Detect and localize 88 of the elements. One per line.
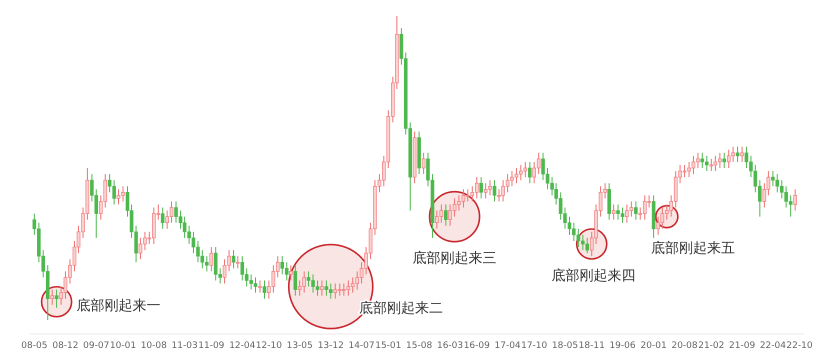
candlestick bbox=[240, 256, 244, 281]
candlestick bbox=[714, 155, 718, 172]
x-tick-label: 12-04 bbox=[229, 341, 256, 351]
candlestick bbox=[54, 289, 58, 308]
candlestick bbox=[294, 264, 298, 296]
candlestick bbox=[793, 188, 797, 212]
candlestick bbox=[612, 204, 616, 220]
candlestick bbox=[771, 170, 775, 187]
candlestick bbox=[479, 176, 483, 199]
candlestick bbox=[50, 289, 54, 306]
candlestick bbox=[470, 186, 474, 202]
candlestick bbox=[324, 280, 328, 296]
candlestick bbox=[474, 176, 479, 199]
x-tick-label: 10-08 bbox=[140, 341, 168, 351]
x-tick-label: 19-06 bbox=[609, 341, 636, 351]
candlestick bbox=[726, 149, 731, 168]
x-tick-label: 10-01 bbox=[110, 341, 136, 351]
annotation: 底部刚起来五 bbox=[650, 240, 735, 257]
candlestick bbox=[342, 283, 346, 296]
candlestick bbox=[422, 152, 426, 175]
x-tick-label: 20-08 bbox=[671, 341, 698, 351]
candlestick bbox=[634, 200, 638, 220]
x-tick-label: 22-04 bbox=[760, 341, 786, 351]
candlestick bbox=[232, 250, 236, 269]
candlestick bbox=[289, 264, 293, 281]
candlestick bbox=[528, 161, 532, 184]
x-tick-label: 14-07 bbox=[348, 341, 375, 351]
candlestick bbox=[284, 262, 289, 281]
candlestick bbox=[642, 194, 647, 220]
candlestick bbox=[788, 194, 792, 218]
candlestick bbox=[236, 256, 240, 269]
candlestick bbox=[700, 152, 704, 168]
candlestick bbox=[780, 180, 784, 199]
x-tick-label: 11-09 bbox=[198, 341, 225, 351]
x-tick-label: 13-05 bbox=[286, 341, 313, 351]
candlestick bbox=[320, 280, 324, 296]
candlestick bbox=[466, 188, 470, 202]
candlestick bbox=[333, 283, 338, 300]
x-tick-label: 21-02 bbox=[698, 341, 724, 351]
x-tick-label: 12-10 bbox=[256, 341, 282, 351]
candlestick bbox=[112, 180, 116, 205]
x-tick-label: 16-09 bbox=[464, 341, 490, 351]
candlestick bbox=[210, 246, 214, 272]
candlestick bbox=[280, 256, 284, 275]
annotation: 底部刚起来三 bbox=[412, 250, 497, 267]
candlestick bbox=[488, 180, 492, 196]
x-tick-label: 21-09 bbox=[729, 341, 756, 351]
x-tick-label: 09-07 bbox=[83, 341, 110, 351]
candlestick bbox=[736, 146, 740, 162]
x-tick-label: 17-10 bbox=[521, 341, 548, 351]
x-tick-label: 18-05 bbox=[552, 341, 578, 351]
candlestick bbox=[656, 216, 660, 236]
candlestick bbox=[585, 237, 590, 254]
candlestick bbox=[328, 283, 333, 300]
x-tick-label: 08-12 bbox=[52, 341, 79, 351]
x-tick-label: 17-04 bbox=[494, 341, 521, 351]
candlestick bbox=[160, 207, 164, 230]
x-tick-label: 15-08 bbox=[406, 341, 432, 351]
x-tick-label: 15-01 bbox=[375, 341, 402, 351]
x-tick-label: 16-03 bbox=[436, 341, 464, 351]
x-tick-label: 13-12 bbox=[318, 341, 344, 351]
candlestick bbox=[731, 146, 735, 162]
candlestick bbox=[254, 276, 258, 294]
x-tick-label: 08-05 bbox=[21, 341, 48, 351]
candlestick bbox=[444, 204, 448, 226]
candlestick bbox=[536, 152, 540, 175]
x-tick-label: 20-01 bbox=[640, 341, 667, 351]
candlestick bbox=[710, 158, 714, 172]
candlestick bbox=[492, 180, 496, 202]
annotation: 底部刚起来一 bbox=[76, 298, 161, 314]
candlestick bbox=[170, 200, 174, 224]
x-tick-label: 18-11 bbox=[578, 341, 605, 351]
candlestick bbox=[704, 155, 709, 172]
candlestick bbox=[740, 146, 744, 162]
candlestick bbox=[775, 174, 780, 193]
candlestick bbox=[302, 270, 306, 294]
annotation: 底部刚起来四 bbox=[552, 268, 636, 284]
candlestick bbox=[338, 283, 342, 296]
candlestick bbox=[350, 276, 355, 294]
candlestick bbox=[625, 204, 629, 224]
candlestick bbox=[660, 207, 664, 230]
candlestick bbox=[258, 280, 262, 294]
x-tick-label: 22-10 bbox=[786, 341, 813, 351]
candlestick bbox=[722, 152, 726, 168]
candlestick bbox=[262, 280, 266, 300]
candlestick bbox=[435, 210, 439, 230]
candlestick bbox=[355, 270, 360, 290]
x-tick-label: 11-03 bbox=[172, 341, 198, 351]
